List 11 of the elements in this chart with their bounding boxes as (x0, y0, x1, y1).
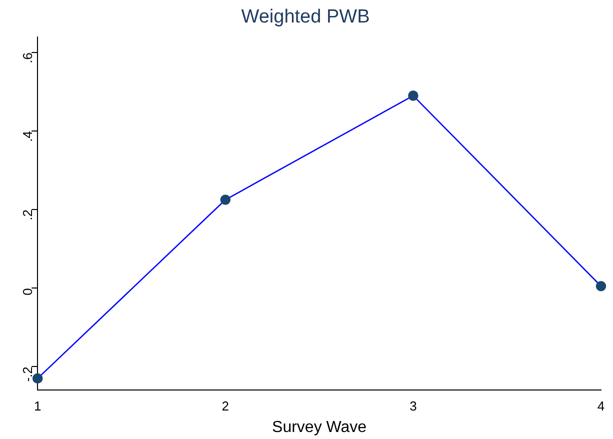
x-tick-label: 4 (597, 398, 605, 414)
x-tick-label: 2 (222, 398, 230, 414)
y-tick-label: .2 (20, 210, 36, 220)
y-tick-label: .6 (20, 52, 36, 64)
y-tick-label: 0 (20, 288, 36, 296)
chart-title: Weighted PWB (241, 6, 370, 28)
x-axis-title: Survey Wave (272, 418, 367, 436)
x-tick-label: 1 (34, 398, 42, 414)
x-tick-label: 3 (410, 398, 417, 414)
y-tick-label: .4 (20, 131, 36, 142)
y-tick-label: -.2 (20, 366, 36, 382)
